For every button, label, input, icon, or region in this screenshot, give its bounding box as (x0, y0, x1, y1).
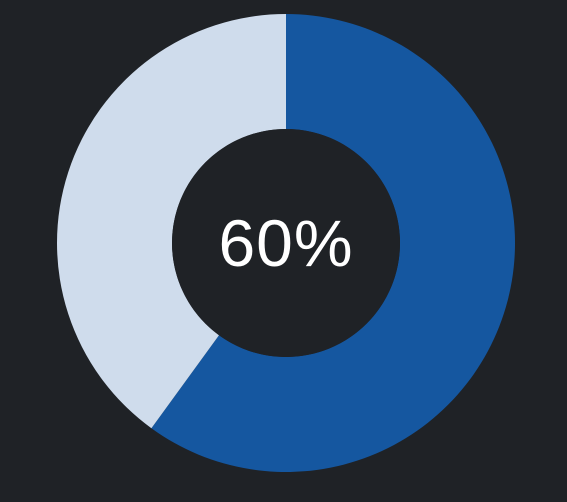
donut-hole (172, 129, 400, 357)
donut-slice-1 (151, 14, 516, 472)
center-percentage-label: 60% (218, 206, 354, 280)
donut-slice-2 (57, 14, 286, 429)
